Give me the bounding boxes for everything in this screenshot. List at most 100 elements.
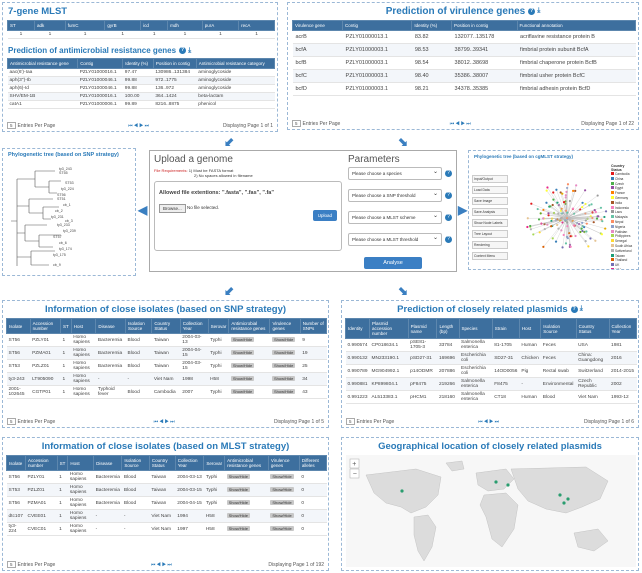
network-node[interactable] (589, 237, 592, 240)
column-header[interactable]: Virulence gene (291, 20, 344, 31)
tree-control-item[interactable]: Rendering (472, 241, 508, 249)
network-node[interactable] (590, 203, 593, 206)
column-header[interactable]: Identity (344, 318, 371, 339)
column-header[interactable]: icd (140, 20, 169, 31)
column-header[interactable]: Antimicrobial resistance gene (6, 58, 79, 69)
network-node[interactable] (593, 209, 596, 212)
download-icon[interactable]: ⤓ (188, 46, 192, 54)
column-header[interactable]: Position in contig (152, 58, 197, 69)
network-node[interactable] (546, 223, 549, 226)
download-icon[interactable]: ⤓ (579, 305, 583, 313)
network-node[interactable] (560, 212, 563, 215)
column-header[interactable]: Contig (77, 58, 124, 69)
column-header[interactable]: Serovar (207, 318, 230, 334)
column-header[interactable]: Identity (%) (122, 58, 154, 69)
network-node[interactable] (585, 222, 588, 225)
show-hide-button[interactable]: Show/Hide (271, 376, 296, 381)
network-node[interactable] (604, 210, 608, 213)
network-node[interactable] (529, 224, 532, 228)
column-header[interactable]: Isolate (6, 455, 26, 471)
column-header[interactable]: Position in contig (451, 20, 518, 31)
column-header[interactable]: Country Status (151, 318, 181, 334)
network-node[interactable] (530, 202, 533, 205)
show-hide-button[interactable]: Show/Hide (230, 376, 255, 381)
network-node[interactable] (603, 215, 606, 219)
network-node[interactable] (566, 183, 570, 186)
column-header[interactable]: Identity (%) (411, 20, 453, 31)
network-node[interactable] (538, 231, 541, 234)
network-node[interactable] (555, 188, 558, 191)
network-node[interactable] (604, 227, 607, 230)
column-header[interactable]: Different alleles (298, 455, 328, 471)
network-node[interactable] (561, 192, 564, 195)
network-node[interactable] (579, 230, 582, 234)
column-header[interactable]: Plasmid accession number (369, 318, 409, 339)
network-node[interactable] (580, 227, 583, 230)
network-node[interactable] (542, 217, 545, 220)
network-node[interactable] (526, 225, 529, 229)
network-node[interactable] (583, 226, 586, 229)
page-buttons[interactable]: ⏮◀▶⏭ (128, 122, 151, 129)
show-hide-button[interactable]: Show/Hide (271, 337, 296, 342)
column-header[interactable]: Functional annotation (516, 20, 637, 31)
network-node[interactable] (552, 191, 555, 194)
page-buttons[interactable]: ⏮◀▶⏭ (478, 418, 501, 425)
param-select[interactable]: Please choose a MLST threshold ⌄ (348, 233, 442, 246)
column-header[interactable]: Country Status (148, 455, 176, 471)
show-hide-button[interactable]: Show/Hide (226, 526, 250, 531)
network-node[interactable] (561, 221, 564, 224)
show-hide-button[interactable]: Show/Hide (230, 337, 255, 342)
show-hide-button[interactable]: Show/Hide (271, 363, 296, 368)
tree-control-item[interactable]: Save Analysis (472, 208, 508, 216)
show-hide-button[interactable]: Show/Hide (226, 500, 250, 505)
show-hide-button[interactable]: Show/Hide (270, 487, 294, 492)
column-header[interactable]: Isolate (6, 318, 31, 334)
page-buttons[interactable]: ⏮◀▶⏭ (153, 418, 176, 425)
network-node[interactable] (601, 220, 604, 223)
network-node[interactable] (584, 240, 587, 243)
column-header[interactable]: Species (458, 318, 493, 339)
column-header[interactable]: gyrB (104, 20, 142, 31)
zoom-in-button[interactable] (349, 458, 360, 469)
network-node[interactable] (550, 217, 554, 220)
network-node[interactable] (600, 233, 604, 236)
page-buttons[interactable]: ⏮◀▶⏭ (150, 561, 173, 568)
network-node[interactable] (587, 245, 590, 248)
network-node[interactable] (551, 237, 554, 240)
network-node[interactable] (581, 229, 584, 233)
network-node[interactable] (575, 184, 578, 187)
tree-control-item[interactable]: Load Data (472, 186, 508, 194)
column-header[interactable]: Country Status (575, 318, 610, 339)
network-node[interactable] (539, 212, 542, 215)
network-node[interactable] (574, 189, 577, 192)
network-node[interactable] (569, 235, 572, 238)
column-header[interactable]: fumC (64, 20, 106, 31)
show-hide-button[interactable]: Show/Hide (226, 487, 250, 492)
page-buttons[interactable]: ⏮◀▶⏭ (449, 120, 472, 127)
network-node[interactable] (574, 234, 577, 238)
network-node[interactable] (542, 245, 545, 248)
zoom-out-button[interactable] (349, 468, 360, 479)
tree-control-item[interactable]: Tree Layout (472, 230, 508, 238)
column-header[interactable]: ST (6, 20, 36, 31)
column-header[interactable]: mdh (167, 20, 203, 31)
info-icon[interactable]: ? (445, 192, 452, 199)
column-header[interactable]: Disease (93, 455, 123, 471)
network-node[interactable] (592, 221, 595, 224)
entries-select[interactable]: 5 (346, 418, 355, 425)
show-hide-button[interactable]: Show/Hide (230, 350, 255, 355)
column-header[interactable]: Disease (95, 318, 126, 334)
column-header[interactable]: Isolation Source (124, 318, 153, 334)
show-hide-button[interactable]: Show/Hide (270, 474, 294, 479)
tree-control-item[interactable]: Save Image (472, 197, 508, 205)
param-select[interactable]: Please choose a SNP threshold ⌄ (348, 189, 442, 202)
column-header[interactable]: Length (bp) (436, 318, 460, 339)
column-header[interactable]: Accession number (29, 318, 61, 334)
network-node[interactable] (564, 209, 567, 212)
column-header[interactable]: Host (70, 318, 97, 334)
info-icon[interactable]: ? (528, 7, 536, 15)
show-hide-button[interactable]: Show/Hide (230, 389, 255, 394)
network-node[interactable] (562, 201, 566, 204)
network-node[interactable] (537, 218, 541, 221)
network-node[interactable] (568, 199, 571, 203)
